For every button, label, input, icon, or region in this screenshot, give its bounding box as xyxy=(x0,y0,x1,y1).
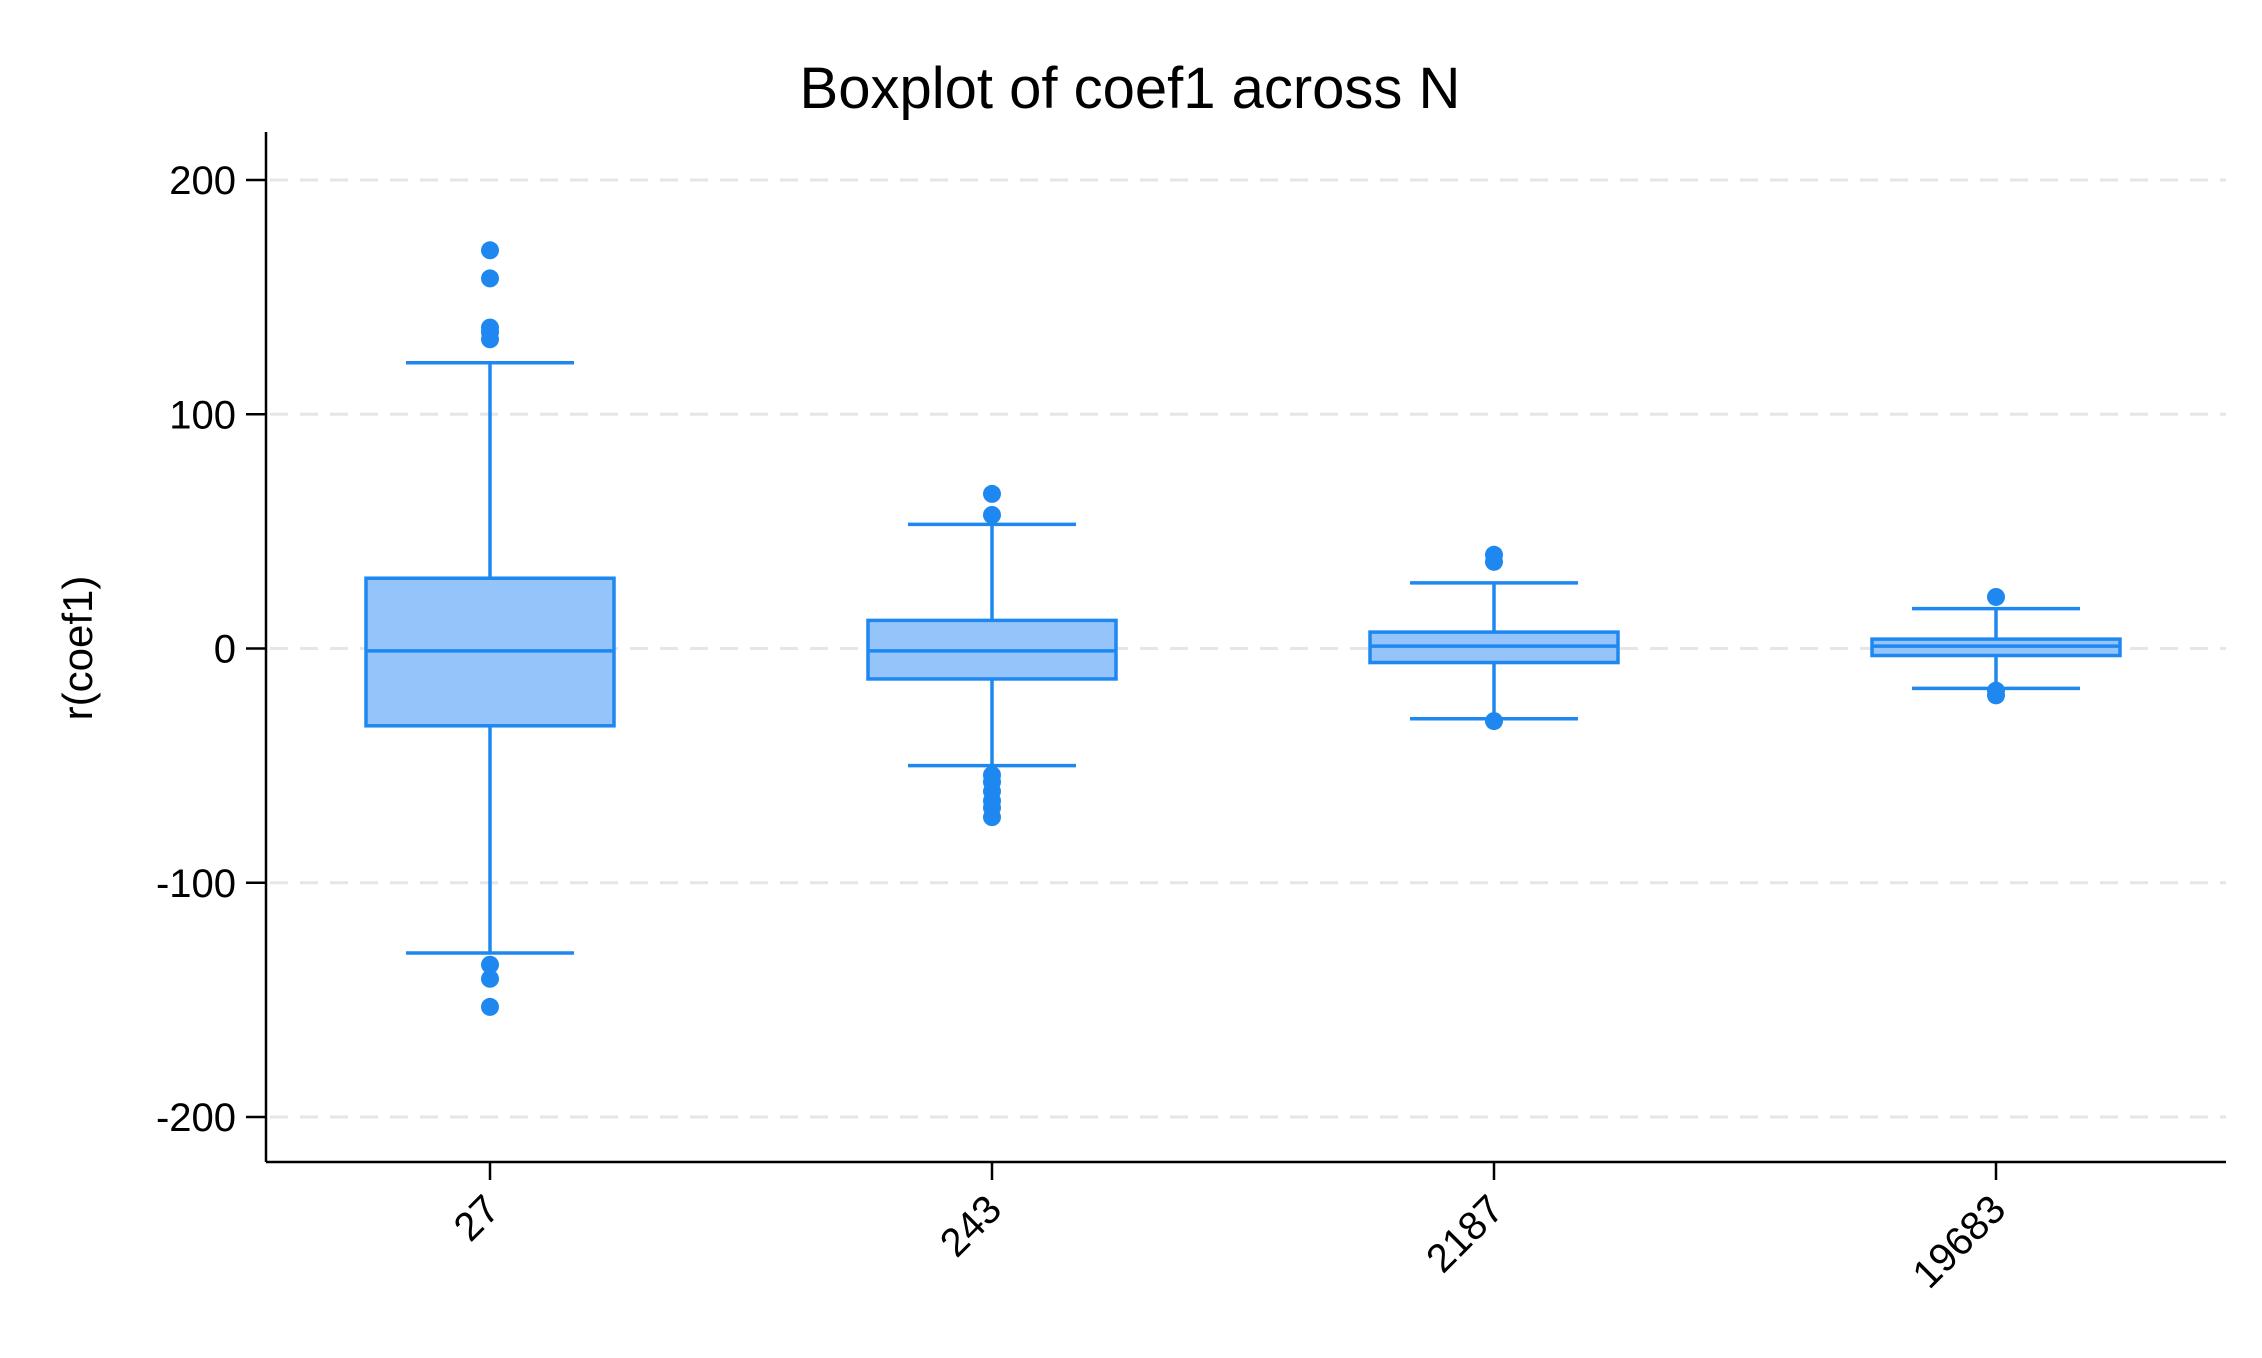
outlier-27-0 xyxy=(481,241,499,260)
outlier-27-6 xyxy=(481,969,499,988)
plot-area xyxy=(364,241,2122,1016)
y-tick-label--200: -200 xyxy=(156,1096,236,1140)
box-group-2187 xyxy=(1368,545,1620,731)
outlier-19683-0 xyxy=(1987,587,2005,606)
y-axis-label: r(coef1) xyxy=(54,576,101,721)
box-group-19683 xyxy=(1870,587,2122,705)
x-tick-label-2187: 2187 xyxy=(1418,1187,1512,1281)
outlier-243-0 xyxy=(983,484,1001,503)
outlier-27-5 xyxy=(481,955,499,974)
x-tick-label-243: 243 xyxy=(932,1187,1010,1265)
x-tick-label-27: 27 xyxy=(446,1187,509,1250)
outlier-2187-1 xyxy=(1485,552,1503,571)
outlier-19683-2 xyxy=(1987,686,2005,705)
y-tick-label-100: 100 xyxy=(169,393,236,437)
outlier-243-7 xyxy=(983,808,1001,827)
box-group-243 xyxy=(866,484,1118,827)
y-tick-label-200: 200 xyxy=(169,159,236,203)
y-tick-label-0: 0 xyxy=(214,628,236,672)
outlier-2187-2 xyxy=(1485,712,1503,731)
y-tick-label--100: -100 xyxy=(156,862,236,906)
outlier-27-1 xyxy=(481,269,499,288)
chart-title: Boxplot of coef1 across N xyxy=(800,56,1461,121)
outlier-243-1 xyxy=(983,505,1001,524)
x-tick-label-19683: 19683 xyxy=(1904,1187,2014,1297)
outlier-27-7 xyxy=(481,997,499,1016)
box-group-27 xyxy=(364,241,616,1016)
outlier-27-4 xyxy=(481,330,499,349)
